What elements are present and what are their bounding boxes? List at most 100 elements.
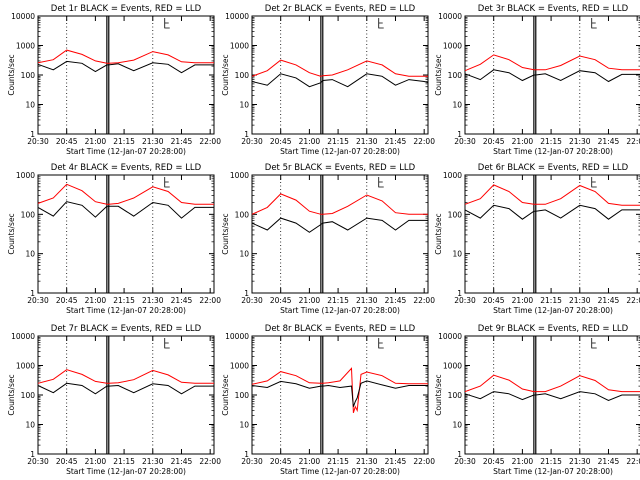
top-marker [378, 177, 384, 188]
x-tick-label: 22:00 [626, 137, 640, 146]
top-marker [591, 338, 597, 349]
x-tick-label: 21:30 [356, 457, 378, 466]
x-tick-label: 20:45 [56, 457, 78, 466]
y-tick-label: 1000 [16, 362, 35, 371]
x-tick-label: 21:30 [569, 137, 591, 146]
x-tick-label: 21:30 [569, 296, 591, 305]
y-tick-label: 10 [239, 101, 249, 110]
x-tick-label: 21:30 [356, 137, 378, 146]
y-tick-label: 10000 [438, 12, 462, 21]
y-axis-label: Counts/sec [7, 54, 16, 95]
y-tick-label: 10 [452, 101, 462, 110]
top-marker [591, 18, 597, 29]
x-tick-label: 21:45 [171, 137, 193, 146]
y-tick-label: 1 [457, 450, 462, 459]
x-tick-label: 21:45 [385, 137, 407, 146]
x-axis-label: Start Time (12-Jan-07 20:28:00) [493, 147, 613, 156]
y-tick-label: 1000 [443, 42, 462, 51]
x-tick-label: 21:15 [540, 457, 562, 466]
x-tick-label: 20:30 [454, 296, 476, 305]
y-axis-label: Counts/sec [434, 374, 443, 415]
x-tick-label: 21:45 [598, 457, 620, 466]
x-tick-label: 21:15 [113, 457, 135, 466]
x-tick-label: 21:15 [540, 296, 562, 305]
x-tick-label: 22:00 [413, 137, 435, 146]
x-tick-label: 21:00 [299, 137, 321, 146]
y-axis-label: Counts/sec [221, 374, 230, 415]
series-line-events [251, 73, 429, 88]
top-marker [378, 18, 384, 29]
panel-title: Det 1r BLACK = Events, RED = LLD [51, 4, 202, 14]
x-axis-label: Start Time (12-Jan-07 20:28:00) [66, 306, 186, 315]
panel-title: Det 3r BLACK = Events, RED = LLD [478, 4, 629, 14]
x-tick-label: 21:15 [327, 137, 349, 146]
x-tick-label: 20:30 [241, 137, 263, 146]
x-tick-label: 21:45 [171, 296, 193, 305]
x-tick-label: 21:45 [385, 457, 407, 466]
y-tick-label: 100 [235, 210, 250, 219]
panel-2: Det 2r BLACK = Events, RED = LLD 1 10 100 10… [221, 4, 435, 156]
y-tick-label: 100 [448, 210, 463, 219]
x-tick-label: 20:45 [56, 296, 78, 305]
x-axis-label: Start Time (12-Jan-07 20:28:00) [280, 467, 400, 476]
x-axis-label: Start Time (12-Jan-07 20:28:00) [280, 306, 400, 315]
panel-1: Det 1r BLACK = Events, RED = LLD 1 10 100 10… [7, 4, 221, 156]
series-line-lld [251, 367, 428, 413]
x-axis-label: Start Time (12-Jan-07 20:28:00) [493, 467, 613, 476]
y-tick-label: 1 [30, 450, 35, 459]
y-tick-label: 1000 [16, 171, 35, 180]
x-tick-label: 21:30 [356, 296, 378, 305]
x-tick-label: 20:30 [27, 137, 49, 146]
panel-title: Det 9r BLACK = Events, RED = LLD [478, 324, 629, 334]
y-tick-label: 1 [30, 289, 35, 298]
x-tick-label: 20:30 [241, 296, 263, 305]
y-axis-label: Counts/sec [7, 213, 16, 254]
series-line-lld [464, 374, 640, 393]
plot-frame [37, 15, 215, 135]
panel-3: Det 3r BLACK = Events, RED = LLD 1 10 100 10… [434, 4, 640, 156]
panel-title: Det 5r BLACK = Events, RED = LLD [265, 163, 416, 173]
y-axis-label: Counts/sec [221, 54, 230, 95]
y-tick-label: 100 [448, 71, 463, 80]
plot-frame [464, 335, 640, 455]
y-axis-label: Counts/sec [7, 374, 16, 415]
y-tick-label: 10 [452, 421, 462, 430]
panel-4: Det 4r BLACK = Events, RED = LLD 1 10 100 10… [7, 163, 221, 315]
x-tick-label: 21:45 [598, 137, 620, 146]
x-tick-label: 21:00 [85, 137, 107, 146]
y-tick-label: 100 [21, 210, 36, 219]
x-tick-label: 20:45 [270, 296, 292, 305]
x-tick-label: 22:00 [199, 457, 221, 466]
y-tick-label: 1000 [443, 362, 462, 371]
series-line-lld [37, 49, 214, 64]
x-tick-label: 21:45 [171, 457, 193, 466]
panel-6: Det 6r BLACK = Events, RED = LLD 1 10 100 10… [434, 163, 640, 315]
y-tick-label: 100 [235, 71, 250, 80]
y-tick-label: 10 [239, 421, 249, 430]
plot-frame [464, 174, 640, 294]
panel-8: Det 8r BLACK = Events, RED = LLD 1 10 100 10… [221, 324, 435, 476]
y-tick-label: 10000 [11, 332, 35, 341]
y-tick-label: 1 [457, 130, 462, 139]
y-tick-label: 10000 [225, 332, 249, 341]
y-tick-label: 1000 [443, 171, 462, 180]
x-tick-label: 21:00 [512, 137, 534, 146]
plot-frame [37, 335, 215, 455]
x-tick-label: 21:00 [512, 296, 534, 305]
y-tick-label: 1 [457, 289, 462, 298]
x-tick-label: 21:15 [540, 137, 562, 146]
x-tick-label: 22:00 [199, 296, 221, 305]
y-tick-label: 1 [244, 289, 249, 298]
x-tick-label: 21:00 [299, 457, 321, 466]
top-marker [164, 338, 170, 349]
y-tick-label: 10 [25, 250, 35, 259]
series-line-lld [464, 54, 640, 72]
y-tick-label: 100 [448, 391, 463, 400]
top-marker [164, 18, 170, 29]
series-line-events [464, 204, 640, 220]
series-line-lld [37, 183, 214, 205]
x-tick-label: 21:15 [327, 457, 349, 466]
y-tick-label: 10 [25, 421, 35, 430]
series-line-lld [37, 369, 214, 384]
